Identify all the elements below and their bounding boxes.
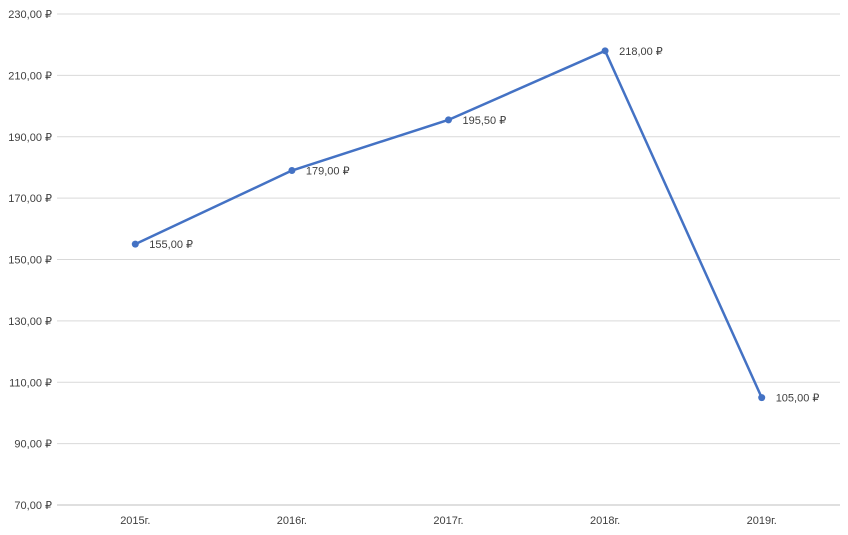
x-tick-label: 2019г. bbox=[747, 515, 777, 527]
y-tick-label: 170,00 ₽ bbox=[8, 193, 52, 205]
x-tick-label: 2015г. bbox=[120, 515, 150, 527]
data-point[interactable] bbox=[601, 47, 609, 55]
data-point-label: 105,00 ₽ bbox=[776, 393, 820, 405]
y-tick-label: 130,00 ₽ bbox=[8, 316, 52, 328]
data-point[interactable] bbox=[758, 394, 766, 402]
x-tick-label: 2018г. bbox=[590, 515, 620, 527]
series-line bbox=[134, 49, 763, 399]
data-point[interactable] bbox=[288, 167, 296, 175]
y-tick-label: 150,00 ₽ bbox=[8, 255, 52, 267]
y-tick-label: 110,00 ₽ bbox=[9, 377, 52, 389]
data-point-label: 218,00 ₽ bbox=[619, 46, 663, 58]
data-point-label: 179,00 ₽ bbox=[306, 166, 350, 178]
y-tick-label: 70,00 ₽ bbox=[14, 500, 52, 512]
y-tick-label: 230,00 ₽ bbox=[8, 9, 52, 21]
data-point-label: 155,00 ₽ bbox=[149, 239, 193, 251]
y-tick-label: 90,00 ₽ bbox=[14, 439, 52, 451]
data-point[interactable] bbox=[131, 240, 139, 248]
y-tick-label: 210,00 ₽ bbox=[8, 70, 52, 82]
y-tick-label: 190,00 ₽ bbox=[8, 132, 52, 144]
x-tick-label: 2016г. bbox=[277, 515, 307, 527]
x-tick-label: 2017г. bbox=[433, 515, 463, 527]
data-point-label: 195,50 ₽ bbox=[463, 115, 507, 127]
data-point[interactable] bbox=[445, 116, 452, 124]
